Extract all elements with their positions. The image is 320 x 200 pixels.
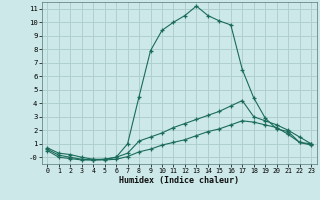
X-axis label: Humidex (Indice chaleur): Humidex (Indice chaleur) [119, 176, 239, 185]
